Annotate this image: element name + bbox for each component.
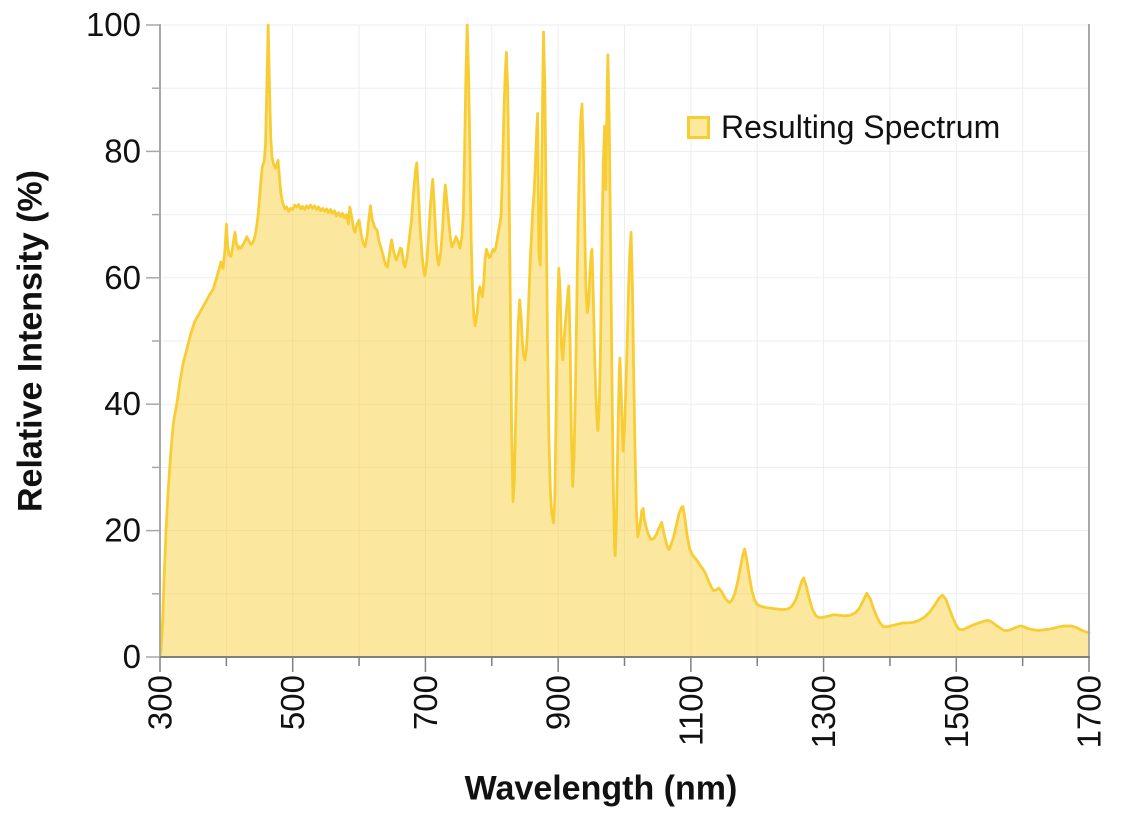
y-tick-label: 40: [104, 385, 141, 422]
legend-swatch-icon: [687, 116, 710, 139]
x-tick-label: 1500: [938, 675, 975, 748]
x-tick-label: 1300: [805, 675, 842, 748]
series-line: [158, 23, 1091, 659]
legend-label: Resulting Spectrum: [721, 109, 1001, 145]
y-tick-label: 100: [86, 6, 141, 43]
y-tick-label: 20: [104, 512, 141, 549]
x-tick-label: 700: [407, 675, 444, 730]
legend: Resulting Spectrum: [687, 109, 1000, 146]
y-tick-label: 60: [104, 259, 141, 296]
x-tick-label: 500: [274, 675, 311, 730]
x-tick-label: 900: [540, 675, 577, 730]
y-tick-label: 80: [104, 132, 141, 169]
x-axis-title: Wavelength (nm): [464, 769, 738, 808]
area-series: [160, 25, 1089, 657]
x-tick-label: 300: [142, 675, 179, 730]
x-tick-label: 1100: [672, 675, 709, 746]
y-axis-title: Relative Intensity (%): [11, 170, 50, 512]
y-tick-label: 0: [123, 638, 141, 675]
x-tick-label: 1700: [1071, 675, 1108, 748]
